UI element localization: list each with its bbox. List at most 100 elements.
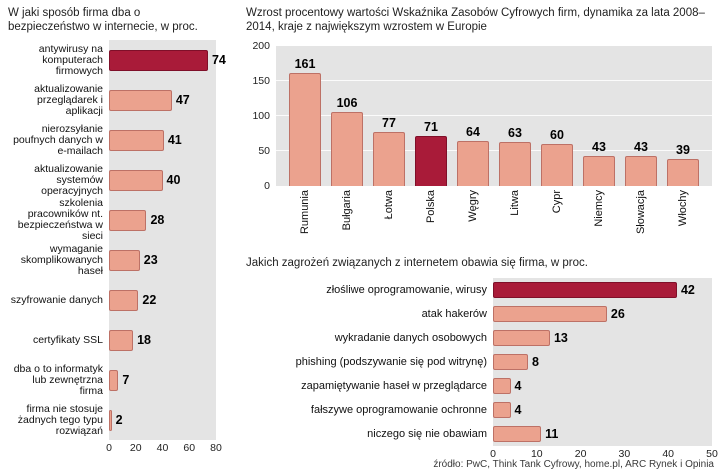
bar: [457, 141, 489, 186]
plot-area: 161 106 77 71 64 63 60 43 43 39: [276, 45, 712, 186]
bar-track: 28: [109, 200, 216, 240]
x-axis-label: Węgry: [467, 190, 479, 222]
gridline: [276, 150, 712, 151]
bar: [541, 144, 573, 186]
x-axis-tick: 20: [129, 442, 142, 454]
x-axis-tick: 0: [490, 448, 496, 460]
bar-column: 64: [452, 46, 494, 186]
bar-row: fałszywe oprogramowanie ochronne 4: [246, 398, 712, 422]
bar-label: aktualizowanie przeglądarek i aplikacji: [34, 82, 103, 117]
x-axis-label-cell: Łotwa: [368, 186, 410, 246]
right-column: Wzrost procentowy wartości Wskaźnika Zas…: [246, 6, 718, 470]
bar: [493, 330, 550, 346]
bar: [667, 158, 699, 186]
bar-value-label: 43: [592, 139, 606, 154]
gridline: [276, 115, 712, 116]
bar: [109, 249, 140, 271]
x-axis-tick: 40: [662, 448, 675, 460]
bar-row: firma nie stosuje żadnych tego typu rozw…: [8, 400, 216, 440]
bar-row: złośliwe oprogramowanie, wirusy 42: [246, 278, 712, 302]
bar-column: 71: [410, 46, 452, 186]
bar-track: 74: [109, 40, 226, 80]
x-axis-label: Niemcy: [593, 190, 605, 227]
bar-row: certyfikaty SSL 18: [8, 320, 216, 360]
chart-security-measures: antywirusy na komputerach firmowych 74 akt…: [8, 40, 226, 473]
bar-highlight: [109, 49, 208, 71]
x-axis-label: Polska: [425, 190, 437, 224]
bar-row: atak hakerów 26: [246, 302, 712, 326]
bar-value-label: 26: [610, 307, 625, 321]
bar-value-label: 64: [466, 125, 480, 140]
bar-row: wymaganie skomplikowanych haseł 23: [8, 240, 216, 280]
bar: [493, 306, 607, 322]
bar-row: phishing (podszywanie się pod witrynę) 8: [246, 350, 712, 374]
bar-row: niczego się nie obawiam 11: [246, 422, 712, 446]
bar-label: wykradanie danych osobowych: [334, 332, 487, 344]
chart-title-threats: Jakich zagrożeń związanych z internetem …: [246, 257, 588, 269]
bar-row: antywirusy na komputerach firmowych 74: [8, 40, 226, 80]
x-axis-label-cell: Rumunia: [284, 186, 326, 246]
bar-value-label: 161: [294, 57, 316, 72]
bar-value-label: 18: [137, 333, 151, 347]
bar-label: szkolenia pracowników nt. bezpieczeństwa…: [17, 197, 103, 242]
bar-track: 41: [109, 120, 216, 160]
bar-label: zapamiętywanie haseł w przeglądarce: [301, 380, 487, 392]
bar-track: 18: [109, 320, 216, 360]
bar-value-label: 2: [115, 413, 123, 427]
bar: [493, 354, 529, 370]
bars: 161 106 77 71 64 63 60 43 43 39: [276, 46, 712, 186]
bar-value-label: 77: [382, 116, 396, 131]
bar: [493, 378, 511, 394]
gridline: [276, 45, 712, 46]
x-axis-labels: Rumunia Bułgaria Łotwa Polska Węgry Litwa Cypr…: [276, 186, 712, 246]
axis-spacer: [246, 186, 276, 246]
bar: [289, 73, 321, 186]
bar-label: phishing (podszywanie się pod witrynę): [295, 356, 487, 368]
y-axis-tick: 150: [252, 75, 270, 87]
bar-track: 40: [109, 160, 216, 200]
bar-value-label: 60: [550, 128, 564, 142]
bar: [109, 329, 134, 351]
bar: [109, 409, 112, 431]
gridline: [276, 80, 712, 81]
x-axis-label-cell: Włochy: [662, 186, 704, 246]
x-axis-tick: 50: [706, 448, 718, 460]
bar: [109, 369, 119, 391]
bar-label: antywirusy na komputerach firmowych: [38, 42, 103, 77]
bar-value-label: 23: [143, 253, 158, 267]
bar-column: 43: [578, 46, 620, 186]
x-axis-label: Litwa: [509, 190, 521, 216]
bar-row: wykradanie danych osobowych 13: [246, 326, 712, 350]
bar-value-label: 22: [142, 293, 157, 307]
x-axis-label-cell: Cypr: [536, 186, 578, 246]
y-axis-tick: 0: [264, 180, 270, 192]
bar-label: fałszywe oprogramowanie ochronne: [310, 404, 487, 416]
x-axis-label-cell: Słowacja: [620, 186, 662, 246]
bar-value-label: 63: [508, 125, 522, 140]
bar-label: firma nie stosuje żadnych tego typu rozw…: [17, 402, 103, 437]
x-axis-label-cell: Węgry: [452, 186, 494, 246]
bar-value-label: 28: [150, 213, 165, 227]
x-axis-label: Bułgaria: [341, 190, 353, 231]
x-axis-label: Włochy: [677, 190, 689, 227]
bar-track: 4: [493, 398, 712, 422]
x-axis-tick: 0: [106, 442, 112, 454]
bar-track: 2: [109, 400, 216, 440]
bar-label: wymaganie skomplikowanych haseł: [20, 242, 103, 277]
bar: [109, 129, 164, 151]
x-axis-ticks: 0 10 20 30 40 50: [490, 446, 718, 470]
bar-row: dba o to informatyk lub zewnętrzna firma…: [8, 360, 216, 400]
bar-row: szkolenia pracowników nt. bezpieczeństwa…: [8, 197, 216, 242]
bar-label: dba o to informatyk lub zewnętrzna firma: [13, 362, 103, 397]
bar-value-label: 71: [424, 120, 438, 135]
bar: [331, 111, 363, 186]
bar-row: aktualizowanie systemów operacyjnych 40: [8, 160, 216, 200]
x-axis-label-cell: Niemcy: [578, 186, 620, 246]
x-axis-tick: 30: [618, 448, 631, 460]
x-axis: 0 20 40 60 80: [8, 440, 222, 473]
bar-value-label: 8: [532, 355, 539, 369]
bar: [493, 402, 511, 418]
x-axis: Rumunia Bułgaria Łotwa Polska Węgry Litwa Cypr…: [246, 186, 712, 246]
bar-track: 4: [493, 374, 712, 398]
